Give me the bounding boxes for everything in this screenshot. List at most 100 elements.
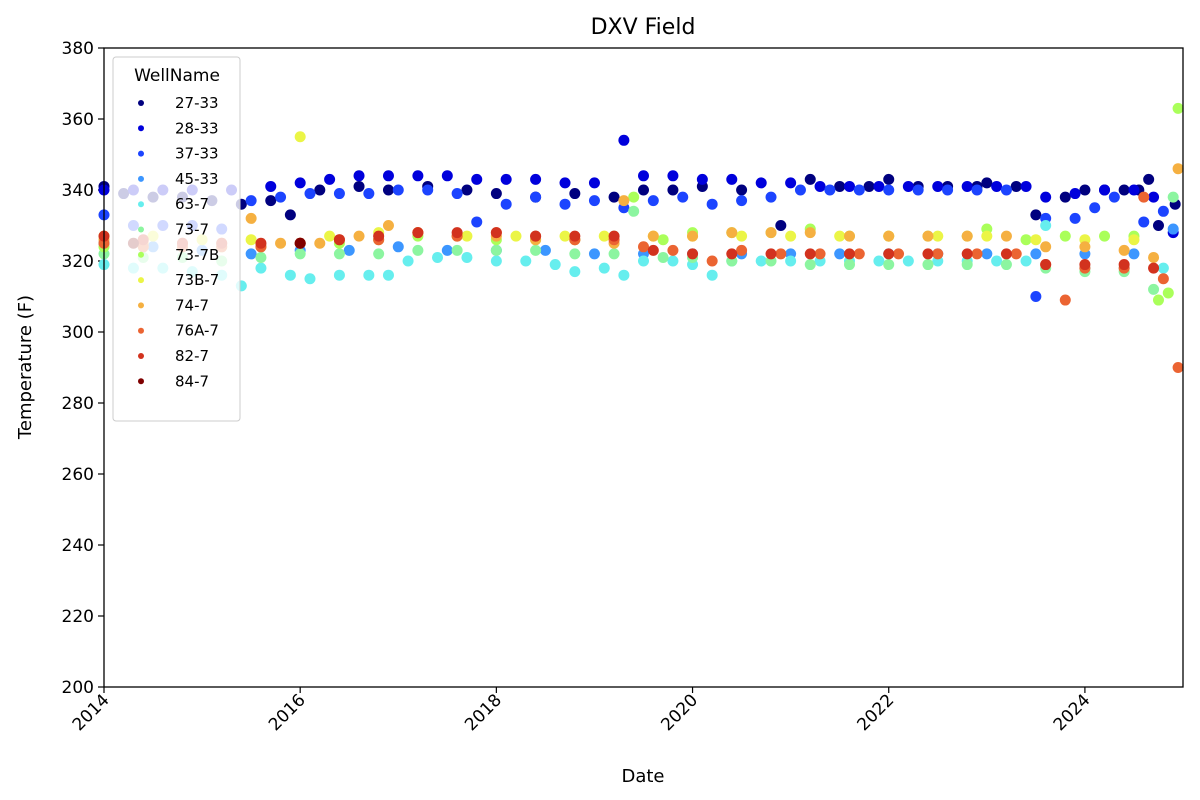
- data-point: [530, 191, 542, 203]
- data-point: [647, 195, 659, 207]
- data-point: [559, 177, 571, 189]
- legend-label: 28-33: [175, 119, 219, 137]
- data-point: [324, 173, 336, 185]
- data-point: [1010, 180, 1022, 192]
- data-point: [1157, 205, 1169, 217]
- data-point: [1000, 248, 1012, 260]
- data-point: [1118, 259, 1130, 271]
- data-point: [794, 184, 806, 196]
- data-point: [1020, 255, 1032, 267]
- data-point: [873, 255, 885, 267]
- legend-label: 45-33: [175, 170, 219, 188]
- data-point: [1000, 230, 1012, 242]
- data-point: [667, 244, 679, 256]
- data-point: [245, 212, 257, 224]
- data-point: [569, 248, 581, 260]
- legend-marker: [138, 353, 144, 359]
- data-point: [785, 255, 797, 267]
- data-point: [1069, 212, 1081, 224]
- data-point: [922, 230, 934, 242]
- data-point: [451, 188, 463, 200]
- data-point: [608, 191, 620, 203]
- data-point: [353, 230, 365, 242]
- x-tick-label: 2022: [854, 690, 899, 735]
- data-point: [343, 244, 355, 256]
- legend-title: WellName: [134, 66, 220, 86]
- data-point: [932, 180, 944, 192]
- data-point: [804, 248, 816, 260]
- legend-label: 37-33: [175, 145, 219, 163]
- data-point: [991, 255, 1003, 267]
- y-tick-label: 240: [62, 536, 94, 556]
- data-point: [638, 241, 649, 253]
- data-point: [608, 230, 620, 242]
- data-point: [461, 251, 473, 263]
- data-point: [294, 131, 306, 143]
- data-point: [1030, 209, 1042, 221]
- data-point: [382, 220, 394, 231]
- legend-label: 84-7: [175, 372, 209, 390]
- data-point: [814, 180, 826, 192]
- data-point: [755, 177, 767, 189]
- data-point: [902, 180, 914, 192]
- data-point: [883, 230, 895, 242]
- data-point: [1069, 188, 1081, 200]
- data-point: [912, 184, 924, 196]
- data-point: [353, 170, 365, 182]
- data-point: [490, 188, 502, 200]
- data-point: [814, 248, 826, 260]
- data-point: [824, 184, 836, 196]
- data-point: [932, 248, 944, 260]
- data-point: [510, 230, 522, 242]
- data-point: [736, 230, 748, 242]
- data-point: [432, 251, 444, 263]
- data-point: [559, 230, 571, 242]
- data-point: [520, 255, 532, 267]
- data-point: [1089, 202, 1101, 214]
- data-point: [961, 230, 973, 242]
- data-point: [687, 248, 699, 260]
- data-point: [412, 227, 424, 239]
- data-point: [294, 177, 306, 189]
- data-point: [314, 184, 326, 196]
- data-point: [373, 248, 385, 260]
- data-point: [539, 244, 551, 256]
- data-points: [98, 102, 1184, 373]
- legend-label: 73B-7: [175, 271, 219, 289]
- y-tick-label: 260: [62, 465, 94, 485]
- chart-title: DXV Field: [591, 15, 696, 40]
- data-point: [981, 230, 993, 242]
- data-point: [1040, 220, 1052, 231]
- data-point: [608, 248, 620, 260]
- legend-label: 76A-7: [175, 322, 219, 340]
- data-point: [1128, 184, 1140, 196]
- data-point: [657, 251, 669, 263]
- data-point: [755, 255, 767, 267]
- series-82-7: [98, 227, 1160, 274]
- data-point: [853, 184, 865, 196]
- data-point: [245, 234, 257, 246]
- y-tick-label: 280: [62, 394, 94, 414]
- data-point: [284, 209, 296, 221]
- data-point: [1148, 191, 1160, 203]
- series-76A-7: [98, 191, 1184, 373]
- data-point: [638, 255, 649, 267]
- data-point: [775, 220, 787, 231]
- legend-label: 82-7: [175, 347, 209, 365]
- data-point: [1000, 184, 1012, 196]
- data-point: [863, 180, 875, 192]
- data-point: [1040, 241, 1052, 253]
- data-point: [1118, 184, 1130, 196]
- data-point: [304, 273, 316, 285]
- legend-marker: [138, 251, 144, 258]
- legend-label: 27-33: [175, 94, 219, 112]
- data-point: [382, 184, 394, 196]
- data-point: [1059, 191, 1071, 203]
- data-point: [1152, 220, 1164, 231]
- data-point: [245, 195, 257, 207]
- y-tick-label: 220: [62, 607, 94, 627]
- data-point: [569, 188, 581, 200]
- data-point: [1108, 191, 1120, 203]
- data-point: [363, 269, 375, 281]
- data-point: [373, 230, 385, 242]
